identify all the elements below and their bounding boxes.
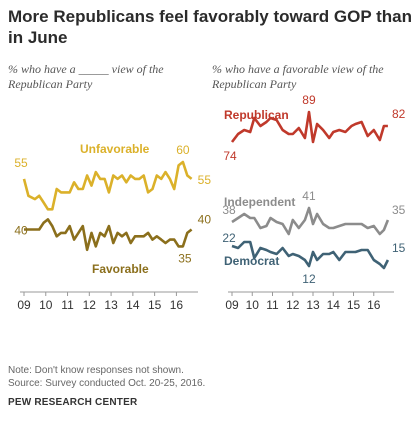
right-line-chart: 09 10 11 12 13 14 15 16 Republican 74 82 89 Independ…: [222, 93, 405, 312]
org-name: PEW RESEARCH CENTER: [8, 397, 138, 408]
favorable-end-label: 40: [198, 213, 212, 227]
republican-series-name: Republican: [224, 108, 289, 122]
charts-canvas: 09 10 11 12 13 14 15 16 Unfavorable 55 55 60 Favorab…: [14, 93, 405, 312]
note-text: Note: Don't know responses not shown.: [8, 365, 184, 376]
left-tick-label: 16: [170, 298, 184, 312]
right-tick-label: 16: [367, 298, 381, 312]
right-tick-label: 10: [246, 298, 260, 312]
left-tick-label: 12: [83, 298, 97, 312]
democrat-start-label: 22: [222, 231, 236, 245]
favorable-series-name: Favorable: [92, 262, 149, 276]
democrat-series-line: [231, 240, 390, 270]
unfavorable-start-label: 55: [14, 156, 28, 170]
right-tick-label: 14: [327, 298, 341, 312]
democrat-low-label: 12: [302, 272, 316, 286]
republican-end-label: 82: [392, 107, 406, 121]
favorable-start-label: 40: [14, 224, 28, 238]
independent-end-label: 35: [392, 203, 406, 217]
right-tick-label: 15: [347, 298, 361, 312]
right-tick-label: 13: [306, 298, 320, 312]
left-tick-label: 09: [17, 298, 31, 312]
left-chart-subtitle: % who have a _____ view of the Republica…: [8, 62, 164, 91]
notes: Note: Don't know responses not shown. So…: [8, 364, 205, 390]
chart-title: More Republicans feel favorably toward G…: [8, 7, 412, 47]
left-line-chart: 09 10 11 12 13 14 15 16 Unfavorable 55 55 60 Favorab…: [14, 142, 211, 312]
republican-series-line: [230, 110, 388, 144]
unfavorable-series-line: [22, 160, 193, 211]
left-tick-label: 15: [148, 298, 162, 312]
democrat-series-name: Democrat: [224, 254, 279, 268]
independent-series-line: [231, 206, 390, 236]
right-tick-label: 09: [225, 298, 239, 312]
right-tick-label: 12: [286, 298, 300, 312]
independent-start-label: 38: [222, 203, 236, 217]
independent-peak-label: 41: [302, 189, 316, 203]
favorable-low-label: 35: [178, 251, 192, 265]
unfavorable-series-name: Unfavorable: [80, 142, 150, 156]
unfavorable-end-label: 55: [198, 173, 212, 187]
source-text: Source: Survey conducted Oct. 20-25, 201…: [8, 378, 206, 389]
republican-peak-label: 89: [302, 93, 316, 107]
democrat-end-label: 15: [392, 241, 406, 255]
independent-series-name: Independent: [224, 195, 295, 209]
left-tick-label: 13: [104, 298, 118, 312]
left-tick-label: 14: [126, 298, 140, 312]
republican-start-label: 74: [223, 149, 237, 163]
right-chart-subtitle: % who have a favorable view of the Repub…: [212, 62, 384, 91]
right-tick-label: 11: [266, 298, 279, 312]
favorable-series-line: [24, 218, 193, 252]
unfavorable-peak-label: 60: [176, 143, 190, 157]
left-tick-label: 10: [39, 298, 53, 312]
left-tick-label: 11: [61, 298, 74, 312]
